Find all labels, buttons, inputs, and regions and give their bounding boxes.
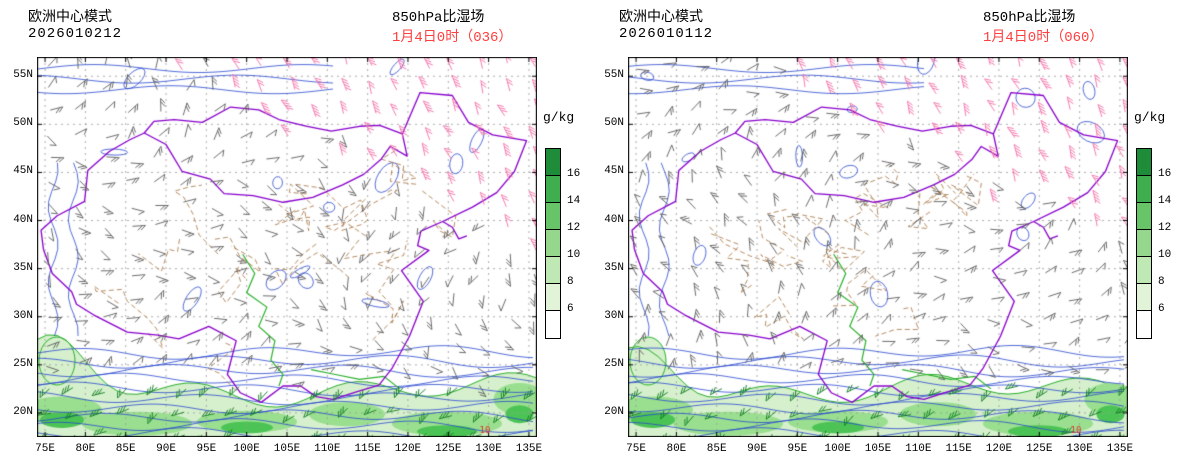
lon-tick-label: 80E (666, 443, 687, 455)
lat-tick-label: 50N (604, 117, 624, 130)
lon-tick-label: 90E (747, 443, 767, 455)
colorbar-tick-label: 8 (1158, 276, 1165, 288)
colorbar-segment (1137, 311, 1151, 338)
field-title-label: 850hPa比湿场 (983, 10, 1076, 26)
colorbar-tick-label: 14 (567, 195, 581, 207)
colorbar-tick-label: 6 (567, 303, 574, 315)
colorbar-segment (1137, 230, 1151, 257)
lat-tick-label: 40N (13, 213, 33, 226)
lon-tick-label: 115E (354, 443, 381, 455)
run-time-label: 2026010112 (619, 26, 714, 42)
lon-tick-label: 100E (824, 443, 851, 455)
colorbar-segment (546, 230, 560, 257)
colorbar-tick-label: 8 (567, 276, 574, 288)
colorbar-segment (1137, 203, 1151, 230)
lat-tick-label: 45N (13, 165, 33, 178)
lon-tick-label: 85E (115, 443, 136, 455)
run-time-label: 2026010212 (28, 26, 123, 42)
field-title-label: 850hPa比湿场 (392, 10, 485, 26)
lon-tick-label: 105E (864, 443, 892, 455)
lat-tick-label: 45N (604, 165, 624, 178)
colorbar-tick-label: 16 (1158, 168, 1172, 180)
colorbar-unit-label: g/kg (543, 110, 575, 125)
colorbar-tick-label: 10 (1158, 249, 1172, 261)
valid-time-label: 1月4日0时（060） (983, 30, 1104, 46)
colorbar-segment (1137, 257, 1151, 284)
forecast-panel-left: 欧洲中心模式 850hPa比湿场 2026010212 1月4日0时（036） … (13, 10, 581, 455)
colorbar (545, 148, 561, 339)
colorbar-segment (1137, 149, 1151, 176)
colorbar-segment (546, 284, 560, 311)
model-name-label: 欧洲中心模式 (28, 10, 112, 26)
colorbar-segment (546, 149, 560, 176)
colorbar-segment (546, 203, 560, 230)
lon-tick-label: 80E (75, 443, 96, 455)
lat-tick-label: 35N (604, 261, 624, 274)
lon-tick-label: 135E (515, 443, 543, 455)
lon-tick-label: 85E (706, 443, 727, 455)
weather-map-canvas (628, 57, 1128, 437)
lat-tick-label: 35N (13, 261, 33, 274)
forecast-panel-right: 欧洲中心模式 850hPa比湿场 2026010112 1月4日0时（060） … (591, 0, 1182, 465)
colorbar-segment (546, 311, 560, 338)
lon-tick-label: 95E (787, 443, 808, 455)
lon-tick-label: 125E (1026, 443, 1053, 455)
colorbar-tick-label: 10 (567, 249, 581, 261)
colorbar-tick-label: 12 (1158, 222, 1172, 234)
lat-tick-label: 50N (13, 117, 33, 130)
colorbar-tick-label: 16 (567, 168, 581, 180)
colorbar-unit-label: g/kg (1134, 110, 1166, 125)
colorbar (1136, 148, 1152, 339)
valid-time-label: 1月4日0时（036） (392, 30, 513, 46)
lon-tick-label: 75E (35, 443, 55, 455)
lon-tick-label: 75E (626, 443, 646, 455)
lon-tick-label: 135E (1106, 443, 1134, 455)
lon-tick-label: 130E (475, 443, 502, 455)
colorbar-tick-label: 6 (1158, 303, 1165, 315)
lat-tick-label: 30N (13, 309, 33, 322)
model-name-label: 欧洲中心模式 (619, 10, 703, 26)
lon-tick-label: 110E (905, 443, 932, 455)
lon-tick-label: 120E (394, 443, 422, 455)
colorbar-segment (546, 176, 560, 203)
colorbar-segment (1137, 176, 1151, 203)
lon-tick-label: 115E (945, 443, 972, 455)
lat-tick-label: 30N (604, 309, 624, 322)
lon-tick-label: 105E (273, 443, 301, 455)
lon-tick-label: 90E (156, 443, 176, 455)
lat-tick-label: 20N (13, 405, 33, 418)
weather-map-canvas (37, 57, 537, 437)
lon-tick-label: 120E (985, 443, 1013, 455)
lat-tick-label: 25N (13, 357, 33, 370)
lon-tick-label: 110E (314, 443, 341, 455)
colorbar-tick-label: 14 (1158, 195, 1172, 207)
colorbar-segment (1137, 284, 1151, 311)
lon-tick-label: 95E (196, 443, 217, 455)
lat-tick-label: 55N (604, 69, 624, 82)
colorbar-segment (546, 257, 560, 284)
colorbar-tick-label: 12 (567, 222, 581, 234)
lat-tick-label: 40N (604, 213, 624, 226)
lat-tick-label: 55N (13, 69, 33, 82)
lon-tick-label: 130E (1066, 443, 1093, 455)
lat-tick-label: 20N (604, 405, 624, 418)
lon-tick-label: 100E (233, 443, 260, 455)
lat-tick-label: 25N (604, 357, 624, 370)
lon-tick-label: 125E (435, 443, 462, 455)
